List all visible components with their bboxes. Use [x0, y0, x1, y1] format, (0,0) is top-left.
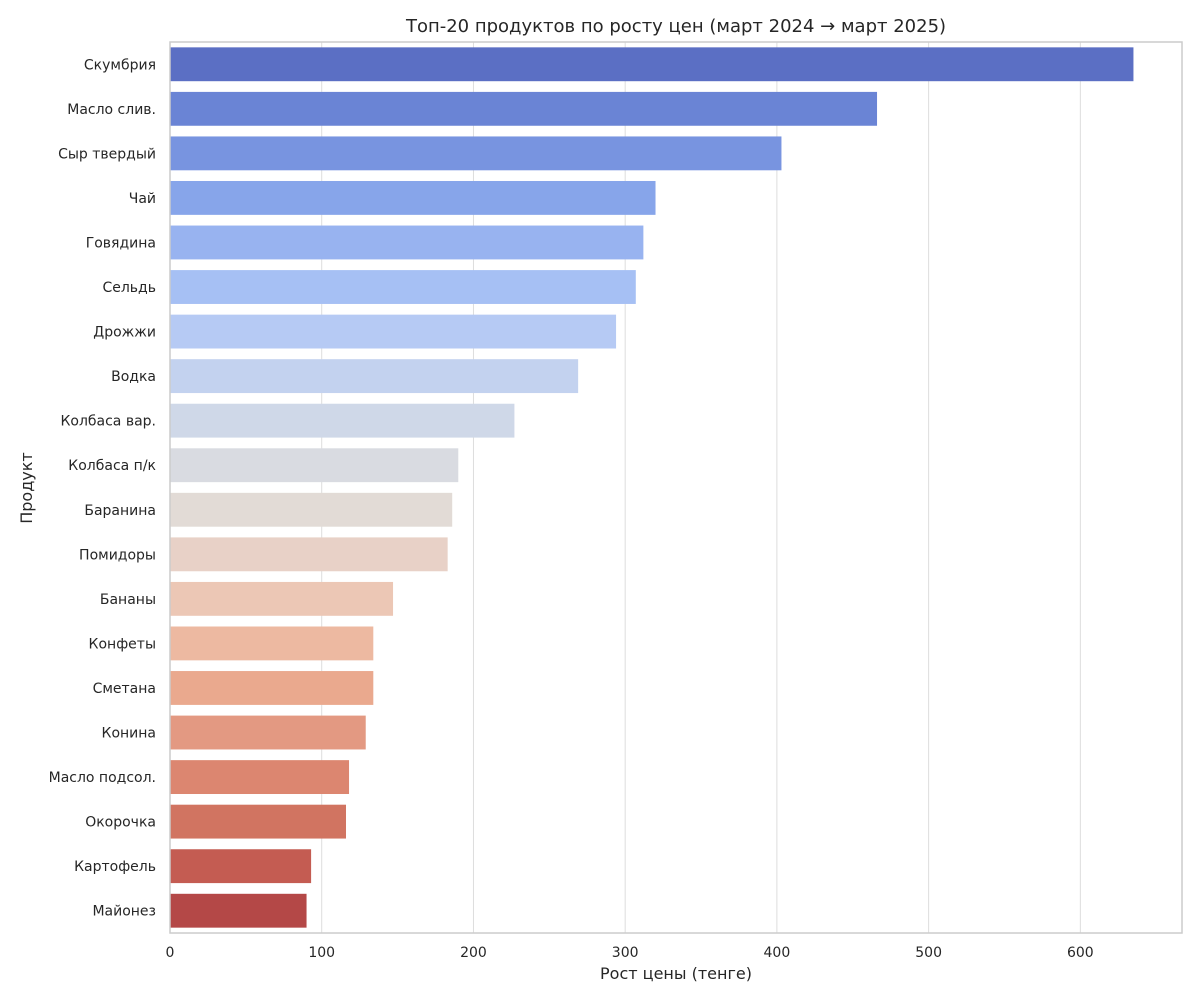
category-label: Водка	[111, 369, 156, 385]
category-label: Масло подсол.	[49, 770, 156, 786]
bar	[170, 225, 644, 260]
category-labels: Скумбрия Масло слив. Сыр твердый Чай Говядин…	[49, 57, 156, 919]
x-tick-label: 100	[308, 945, 335, 961]
bar	[170, 715, 366, 750]
category-label: Майонез	[92, 904, 156, 920]
bar	[170, 47, 1134, 82]
bar	[170, 180, 656, 215]
grid-layer	[169, 42, 1081, 933]
bar	[170, 91, 878, 126]
bar	[170, 581, 394, 616]
bar	[170, 136, 782, 171]
bar	[170, 804, 346, 839]
category-label: Сыр твердый	[58, 146, 156, 162]
chart-title: Топ-20 продуктов по росту цен (март 2024…	[405, 16, 946, 37]
category-label: Бананы	[100, 592, 156, 608]
category-label: Колбаса вар.	[60, 414, 156, 430]
bar	[170, 893, 307, 928]
bar	[170, 492, 453, 527]
plot-frame	[169, 41, 1183, 934]
x-tick-label: 600	[1067, 945, 1094, 961]
bar	[170, 537, 448, 572]
y-axis-label: Продукт	[17, 452, 36, 524]
category-label: Сметана	[93, 681, 156, 697]
category-label: Баранина	[84, 503, 156, 519]
category-label: Говядина	[86, 235, 156, 251]
bar	[170, 359, 579, 394]
category-label: Масло слив.	[67, 102, 156, 118]
x-axis-label: Рост цены (тенге)	[600, 964, 752, 983]
category-label: Сельдь	[102, 280, 156, 296]
category-label: Окорочка	[85, 815, 156, 831]
bar	[170, 671, 374, 705]
category-label: Чай	[129, 191, 156, 207]
bar	[170, 403, 515, 438]
bar	[170, 849, 312, 884]
x-tick-label: 500	[915, 945, 942, 961]
x-tick-label: 300	[612, 945, 639, 961]
bar	[170, 448, 459, 483]
bar	[170, 760, 350, 795]
category-label: Картофель	[74, 859, 156, 875]
category-label: Колбаса п/к	[68, 458, 156, 474]
bar	[170, 626, 374, 661]
bar-layer	[170, 47, 1134, 928]
category-label: Конина	[102, 726, 157, 742]
category-label: Конфеты	[89, 636, 156, 652]
category-label: Скумбрия	[84, 57, 156, 73]
category-label: Помидоры	[79, 547, 156, 563]
x-tick-labels: 0 100 200 300 400 500 600	[166, 945, 1094, 961]
x-tick-label: 400	[764, 945, 791, 961]
x-tick-label: 200	[460, 945, 487, 961]
bar	[170, 270, 636, 304]
category-label: Дрожжи	[93, 325, 156, 341]
x-tick-label: 0	[166, 945, 175, 961]
bar	[170, 314, 617, 349]
